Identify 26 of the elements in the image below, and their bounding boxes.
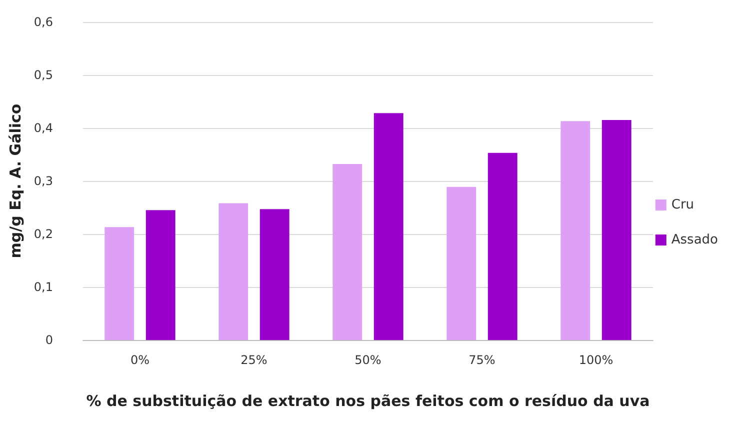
x-tick-label: 25% [240,353,268,367]
y-tick-label: 0,3 [34,174,53,188]
y-tick-label: 0,1 [34,280,53,294]
y-axis-title: mg/g Eq. A. Gálico [6,104,24,258]
y-tick-label: 0,5 [34,68,53,82]
bar [560,121,590,340]
x-tick-label: 50% [354,353,382,367]
bar [146,210,176,340]
x-tick-label: 0% [130,353,150,367]
bar [332,164,362,340]
bar [602,120,632,340]
bar [446,186,476,340]
bar [218,203,248,340]
bar [104,227,134,340]
x-axis-title: % de substituição de extrato nos pães feitos com o resíduo da uva [86,392,650,410]
x-tick-label: 75% [468,353,496,367]
legend-label: Cru [671,198,694,212]
bar [488,152,518,340]
y-tick-label: 0,6 [34,15,53,29]
x-tick-label: 100% [578,353,614,367]
y-tick-label: 0 [45,333,53,347]
legend-label: Assado [671,232,718,248]
y-tick-label: 0,2 [34,227,53,241]
y-tick-label: 0,4 [34,121,53,135]
bar [374,113,404,340]
bar [260,209,290,340]
